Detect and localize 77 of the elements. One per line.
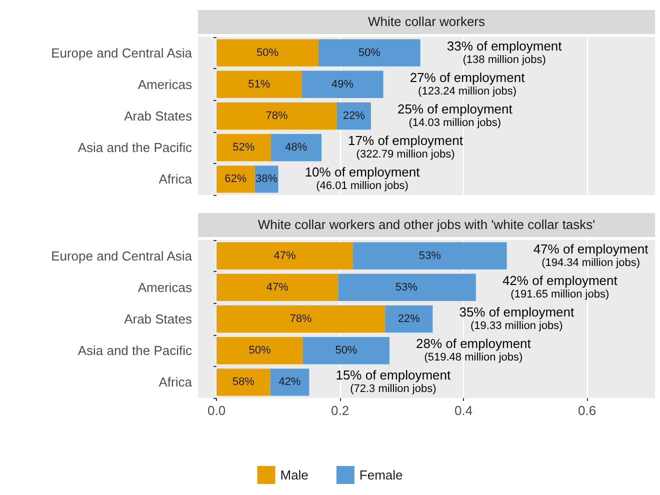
annotation: (14.03 million jobs) <box>408 117 502 129</box>
annotation: 50% <box>358 46 381 59</box>
annotation: 28% of employment <box>416 336 532 352</box>
x-tick-label: 0.0 <box>207 403 226 418</box>
annotation: 22% <box>342 110 366 122</box>
annotation: (46.01 million jobs) <box>316 180 408 192</box>
x-tick-label: 0.2 <box>331 403 350 418</box>
annotation: 53% <box>418 250 442 262</box>
legend-label: Female <box>359 468 403 482</box>
bar <box>216 134 271 162</box>
annotation: 35% of employment <box>459 304 575 320</box>
y-tick-label: Americas <box>138 280 192 295</box>
chart-title: White collar workers and other jobs with 'white collar tasks' <box>198 213 655 237</box>
y-tick-label: Europe and Central Asia <box>51 248 193 264</box>
y-tick-label: Africa <box>158 374 193 390</box>
bar <box>385 305 433 333</box>
x-tick-label: 0.6 <box>578 403 596 418</box>
annotation: (123.24 million jobs) <box>418 85 516 98</box>
annotation: 53% <box>395 281 418 294</box>
annotation: 50% <box>335 344 358 357</box>
annotation: (191.65 million jobs) <box>510 288 610 300</box>
annotation: 78% <box>266 110 288 122</box>
bar <box>216 70 302 98</box>
annotation: 27% of employment <box>410 70 526 85</box>
annotation: 17% of employment <box>348 133 464 148</box>
annotation: 47% <box>274 250 296 262</box>
annotation: 22% <box>398 313 420 325</box>
legend-label: Male <box>280 468 308 482</box>
annotation: 10% of employment <box>304 164 420 180</box>
annotation: (519.48 million jobs) <box>424 352 523 364</box>
bar <box>336 102 371 130</box>
annotation: 62% <box>224 173 247 186</box>
annotation: 42% <box>278 376 301 388</box>
annotation: 15% of employment <box>336 368 451 383</box>
annotation: 33% of employment <box>446 38 562 54</box>
x-tick-label: 0.4 <box>454 403 473 418</box>
chart-title: White collar workers <box>198 10 655 34</box>
y-tick-label: Asia and the Pacific <box>78 140 192 156</box>
annotation: 25% of employment <box>397 102 513 116</box>
annotation: 47% <box>266 281 289 294</box>
bar <box>216 242 354 270</box>
annotation: 50% <box>248 344 271 357</box>
y-tick-label: Americas <box>138 76 192 92</box>
y-tick-label: Europe and Central Asia <box>51 45 193 60</box>
bar <box>270 368 310 396</box>
bar <box>216 337 303 364</box>
bar <box>270 134 322 162</box>
annotation: 42% of employment <box>502 272 618 288</box>
bar <box>216 305 386 333</box>
annotation: (19.33 million jobs) <box>470 320 563 332</box>
bar <box>216 39 318 66</box>
annotation: 52% <box>232 142 255 154</box>
annotation: (194.34 million jobs) <box>542 256 640 269</box>
bar <box>216 166 255 193</box>
annotation: 48% <box>285 142 308 154</box>
annotation: 38% <box>256 173 278 186</box>
bar <box>216 368 270 396</box>
bar <box>318 39 420 66</box>
annotation: 49% <box>331 78 354 90</box>
y-tick-label: Arab States <box>124 312 192 326</box>
annotation: 58% <box>232 376 255 388</box>
annotation: 51% <box>248 78 270 90</box>
y-tick-label: Africa <box>158 172 193 187</box>
y-tick-label: Asia and the Pacific <box>78 343 192 358</box>
bar <box>216 274 338 301</box>
bar <box>302 337 390 364</box>
bar <box>353 242 507 270</box>
annotation: (138 million jobs) <box>462 54 546 66</box>
y-tick-label: Arab States <box>124 108 192 124</box>
annotation: (322.79 million jobs) <box>356 148 455 161</box>
annotation: 50% <box>256 46 279 59</box>
bar <box>338 274 476 301</box>
annotation: 47% of employment <box>533 241 649 256</box>
bar <box>302 70 384 98</box>
bar <box>216 102 337 130</box>
annotation: 78% <box>290 313 312 325</box>
annotation: (72.3 million jobs) <box>350 383 436 396</box>
